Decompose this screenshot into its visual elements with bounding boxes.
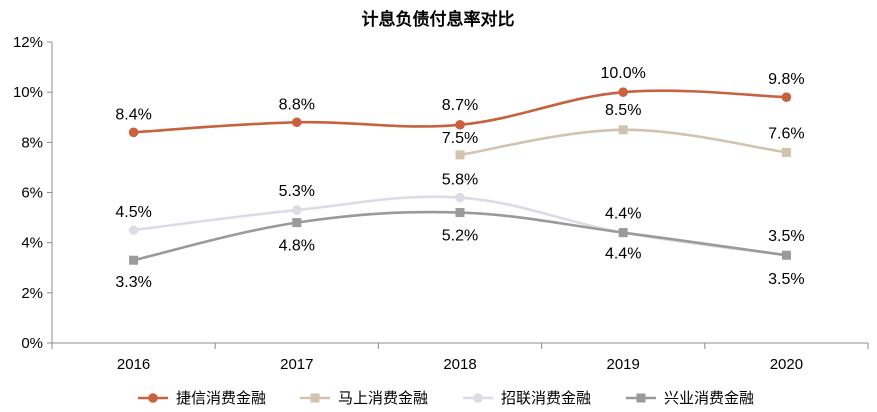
data-label: 5.3%: [279, 183, 315, 200]
data-point-marker: [455, 208, 465, 218]
data-label: 5.8%: [442, 172, 478, 189]
data-point-marker: [455, 119, 465, 130]
data-point-marker: [292, 218, 302, 228]
data-point-marker: [618, 228, 628, 238]
data-label: 9.8%: [768, 71, 804, 88]
chart-axes: 0% 2% 4% 6% 8% 10% 12% 2016 2017 2018 2019 2020: [13, 34, 869, 373]
data-point-marker: [292, 205, 302, 215]
y-tick-label: 8%: [21, 134, 43, 151]
data-label: 4.5%: [115, 204, 151, 221]
x-tick-label: 2017: [280, 356, 313, 373]
data-point-marker: [781, 92, 792, 102]
data-point-marker: [455, 192, 465, 203]
data-label: 4.8%: [279, 238, 315, 255]
y-tick-label: 10%: [13, 84, 43, 101]
data-label: 7.6%: [768, 125, 804, 142]
legend-label: 捷信消费金融: [176, 389, 266, 407]
data-label: 3.5%: [768, 228, 804, 245]
y-tick-label: 12%: [13, 34, 43, 51]
y-tick-label: 6%: [21, 185, 43, 202]
data-labels: 7.5% 8.5% 7.6% 4.5% 5.3% 5.8% 4.4% 3.5% 3.3% 4.8%…: [115, 65, 804, 291]
x-tick-label: 2016: [117, 356, 150, 373]
x-tick-label: 2019: [607, 356, 640, 373]
y-tick-label: 0%: [21, 335, 43, 352]
data-label: 4.4%: [605, 206, 641, 223]
data-point-marker: [618, 125, 628, 135]
legend-item: 招联消费金融: [463, 389, 591, 407]
chart-title: 计息负债付息率对比: [362, 9, 515, 30]
data-point-marker: [292, 117, 302, 128]
legend-label: 招联消费金融: [501, 389, 591, 407]
chart-legend: 捷信消费金融 马上消费金融 招联消费金融 兴业消费金融: [138, 389, 754, 407]
legend-item: 马上消费金融: [300, 389, 428, 407]
data-point-marker: [618, 87, 628, 97]
series-4: [129, 208, 791, 265]
series-1: [128, 87, 792, 138]
x-tick-label: 2020: [770, 356, 803, 373]
legend-item: 兴业消费金融: [626, 389, 754, 407]
data-point-marker: [128, 127, 139, 138]
data-point-marker: [781, 250, 791, 260]
data-point-marker: [455, 150, 465, 160]
y-tick-label: 4%: [21, 235, 43, 252]
data-label: 5.2%: [442, 228, 478, 245]
data-point-marker: [128, 225, 139, 235]
y-tick-label: 2%: [21, 285, 43, 302]
data-label: 10.0%: [601, 65, 646, 82]
x-tick-label: 2018: [443, 356, 476, 373]
legend-label: 马上消费金融: [338, 389, 428, 407]
legend-marker: [473, 393, 483, 403]
data-label: 8.8%: [279, 96, 315, 113]
series-2: [455, 125, 791, 160]
legend-marker: [148, 393, 158, 403]
legend-marker: [636, 393, 646, 403]
series-line: [133, 195, 787, 257]
legend-item: 捷信消费金融: [138, 389, 266, 407]
data-label: 7.5%: [442, 130, 478, 147]
data-point-marker: [781, 147, 791, 157]
data-label: 3.5%: [768, 271, 804, 288]
legend-label: 兴业消费金融: [664, 389, 754, 407]
data-label: 8.4%: [115, 106, 151, 123]
legend-marker: [310, 393, 320, 403]
data-label: 3.3%: [115, 274, 151, 291]
data-label: 4.4%: [605, 246, 641, 263]
series-3: [128, 192, 792, 261]
data-point-marker: [129, 255, 139, 265]
series-layer: [128, 87, 792, 265]
data-label: 8.5%: [605, 102, 641, 119]
data-label: 8.7%: [442, 97, 478, 114]
